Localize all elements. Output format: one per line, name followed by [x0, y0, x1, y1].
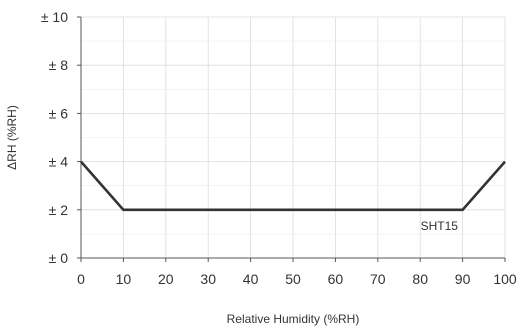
y-tick-label-0: ± 0: [49, 250, 69, 266]
x-tick-label-5: 50: [285, 271, 301, 287]
y-axis-ticks: ± 0 ± 2 ± 4 ± 6 ± 8 ± 10: [41, 9, 81, 266]
y-tick-label-2: ± 4: [49, 154, 69, 170]
x-tick-label-10: 100: [493, 271, 517, 287]
x-tick-label-1: 10: [116, 271, 132, 287]
series-layer: SHT15: [80, 160, 506, 233]
x-axis-ticks: 0 10 20 30 40 50 60 70 80 90 100: [77, 258, 517, 287]
y-tick-label-5: ± 10: [41, 9, 68, 25]
x-tick-label-7: 70: [370, 271, 386, 287]
y-tick-label-1: ± 2: [49, 202, 69, 218]
x-tick-label-8: 80: [412, 271, 428, 287]
x-tick-label-0: 0: [77, 271, 85, 287]
series-line-0: [80, 160, 506, 212]
y-tick-label-4: ± 8: [49, 57, 69, 73]
y-tick-label-3: ± 6: [49, 105, 69, 121]
x-tick-label-4: 40: [243, 271, 259, 287]
x-tick-label-3: 30: [200, 271, 216, 287]
x-tick-label-2: 20: [158, 271, 174, 287]
x-axis-title: Relative Humidity (%RH): [227, 312, 360, 326]
x-tick-label-6: 60: [328, 271, 344, 287]
x-tick-label-9: 90: [455, 271, 471, 287]
y-axis-title: ΔRH (%RH): [5, 105, 19, 170]
series-label-0: SHT15: [421, 219, 459, 233]
